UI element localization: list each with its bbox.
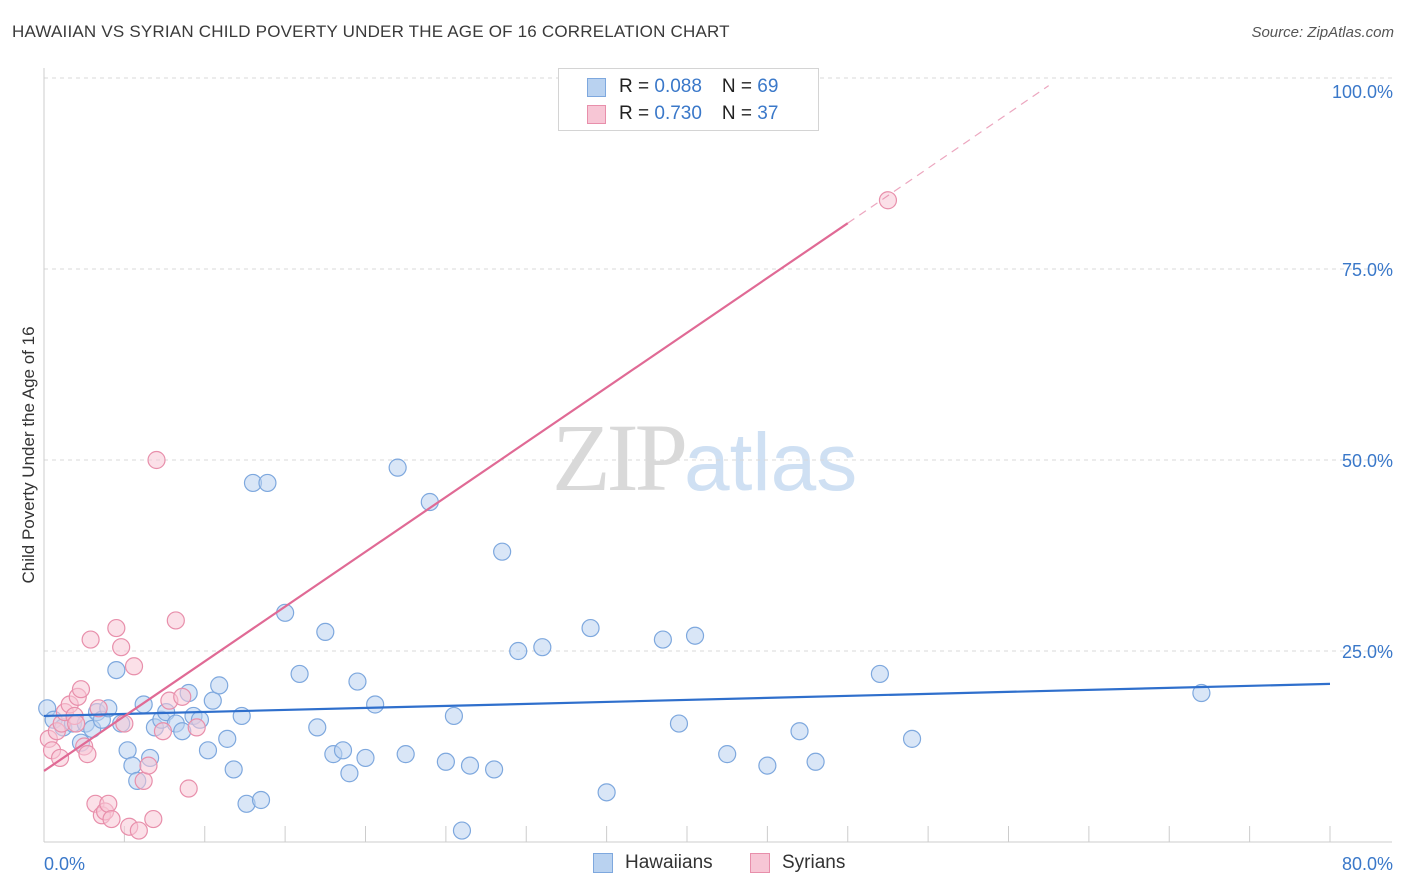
correlation-legend: R = 0.088 N = 69 R = 0.730 N = 37 — [558, 68, 819, 131]
legend-stats-syrians: R = 0.730 N = 37 — [619, 103, 778, 125]
chart-title: HAWAIIAN VS SYRIAN CHILD POVERTY UNDER T… — [12, 22, 730, 41]
y-tick-label-2: 75.0% — [1342, 260, 1393, 280]
y-tick-label-0: 25.0% — [1342, 642, 1393, 662]
hawaiian-point-60 — [685, 626, 705, 645]
x-tick-label-1: 80.0% — [1342, 854, 1393, 874]
hawaiian-point-50 — [452, 821, 472, 840]
hawaiian-point-28 — [218, 729, 237, 748]
hawaiian-point-52 — [485, 760, 504, 779]
hawaiian-point-40 — [333, 741, 353, 760]
syrian-point-17 — [102, 809, 121, 829]
hawaiian-point-37 — [308, 718, 327, 737]
hawaiian-point-67 — [1192, 683, 1211, 703]
hawaiian-point-41 — [340, 764, 359, 783]
syrian-point-25 — [139, 756, 158, 775]
bottom-legend-swatch-syrians — [750, 853, 770, 873]
syrian-point-22 — [124, 657, 144, 676]
hawaiian-point-27 — [210, 676, 229, 695]
hawaiian-point-25 — [198, 741, 218, 760]
syrian-point-8 — [71, 680, 91, 699]
syrian-point-26 — [144, 809, 163, 829]
y-axis-label: Child Poverty Under the Age of 16 — [19, 326, 38, 583]
source-label: Source: ZipAtlas.com — [1251, 24, 1394, 41]
hawaiian-point-56 — [581, 618, 600, 638]
watermark-atlas: atlas — [684, 417, 858, 508]
legend-r-label: R = — [619, 103, 655, 124]
syrian-point-16 — [99, 794, 118, 813]
hawaiian-point-13 — [123, 756, 142, 775]
syrian-point-11 — [81, 630, 100, 649]
hawaiian-point-46 — [396, 745, 415, 764]
syrian-point-28 — [153, 722, 173, 741]
hawaiian-point-29 — [224, 760, 243, 779]
syrian-point-31 — [173, 687, 192, 706]
syrian-point-34 — [878, 191, 898, 210]
hawaiian-point-10 — [107, 660, 126, 680]
hawaiian-point-51 — [460, 756, 480, 775]
hawaiian-point-65 — [870, 664, 890, 684]
hawaiian-point-33 — [251, 790, 271, 810]
legend-n-value: 69 — [757, 76, 779, 97]
legend-r-value: 0.730 — [654, 103, 702, 124]
syrian-point-18 — [107, 618, 126, 638]
legend-n-label: N = — [721, 103, 758, 124]
syrian-point-24 — [134, 771, 153, 790]
hawaiian-point-44 — [366, 695, 385, 714]
syrian-point-19 — [112, 638, 131, 657]
legend-swatch-hawaiians — [587, 78, 606, 97]
bottom-legend-label-hawaiians: Hawaiians — [625, 852, 713, 873]
x-tick-label-0: 0.0% — [44, 854, 85, 874]
syrians-trend-extension — [847, 85, 1050, 224]
watermark: ZIPatlas — [552, 402, 857, 513]
bottom-legend-swatch-hawaiians — [593, 853, 613, 873]
legend-r-value: 0.088 — [654, 76, 702, 97]
bottom-legend-label-syrians: Syrians — [782, 852, 846, 873]
hawaiian-point-62 — [758, 756, 777, 775]
legend-swatch-syrians — [587, 105, 606, 124]
y-tick-label-1: 50.0% — [1342, 451, 1393, 471]
legend-stats-hawaiians: R = 0.088 N = 69 — [619, 76, 778, 98]
syrian-point-32 — [179, 779, 198, 798]
hawaiian-point-49 — [444, 706, 464, 726]
hawaiian-point-63 — [790, 722, 809, 741]
legend-r-label: R = — [619, 76, 655, 97]
syrian-point-10 — [78, 745, 97, 764]
hawaiian-point-43 — [356, 748, 375, 768]
hawaiian-point-38 — [316, 622, 335, 642]
hawaiian-point-42 — [348, 672, 367, 691]
legend-n-label: N = — [721, 76, 758, 97]
hawaiian-point-61 — [718, 745, 737, 764]
syrian-point-23 — [129, 821, 148, 840]
legend-n-value: 37 — [757, 103, 779, 124]
hawaiian-point-34 — [258, 473, 277, 493]
hawaiian-point-54 — [509, 641, 528, 661]
syrian-point-27 — [147, 450, 166, 470]
hawaiian-point-36 — [290, 664, 309, 684]
hawaiian-point-45 — [388, 458, 407, 477]
hawaiian-point-59 — [669, 714, 689, 733]
watermark-zip: ZIP — [552, 404, 688, 511]
hawaiian-point-64 — [806, 752, 825, 771]
hawaiian-point-66 — [902, 729, 922, 748]
hawaiian-point-12 — [118, 741, 137, 760]
syrian-point-13 — [89, 699, 108, 718]
hawaiian-point-53 — [493, 542, 512, 561]
syrian-point-33 — [187, 718, 206, 737]
syrian-point-20 — [115, 714, 134, 733]
syrian-point-36 — [67, 714, 86, 733]
syrians-trend-line — [43, 222, 849, 772]
hawaiian-point-58 — [653, 630, 672, 649]
syrian-point-30 — [166, 611, 185, 630]
y-tick-label-3: 100.0% — [1332, 82, 1393, 102]
hawaiian-point-55 — [533, 638, 552, 657]
hawaiians-trend-line — [43, 682, 1331, 718]
hawaiian-point-48 — [436, 752, 455, 771]
hawaiian-point-57 — [597, 783, 616, 802]
hawaiian-point-26 — [203, 691, 222, 710]
